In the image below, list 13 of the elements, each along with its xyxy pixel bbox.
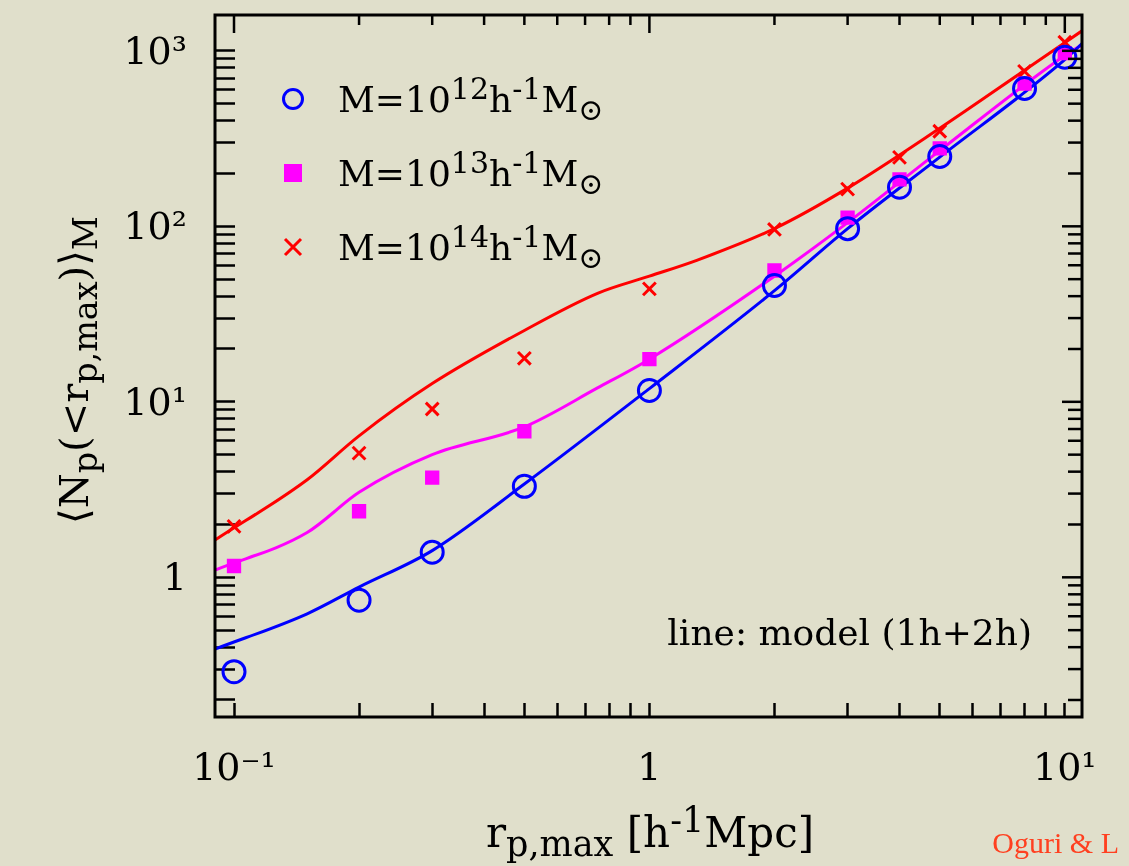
- legend-label: M=10$^{13}$h$^{-1}$M$_{⊙}$: [338, 144, 604, 204]
- annotation: line: model (1h+2h): [667, 612, 1032, 653]
- y-tick-label: 10¹: [123, 379, 187, 424]
- x-tick-label: 1: [637, 745, 662, 789]
- y-tick-label: 10³: [123, 28, 187, 73]
- text: Oguri & L: [992, 826, 1119, 860]
- x-tick-label: 10⁻¹: [192, 745, 276, 789]
- x-tick-label: 10¹: [1033, 745, 1097, 789]
- y-tick-label: 10²: [123, 204, 187, 249]
- legend-label: M=10$^{12}$h$^{-1}$M$_{⊙}$: [338, 70, 604, 130]
- legend-label: M=10$^{14}$h$^{-1}$M$_{⊙}$: [338, 218, 604, 278]
- x-axis-title: r$_{p,max}$ [h$^{-1}$Mpc]: [485, 800, 815, 865]
- y-tick-label: 1: [162, 555, 187, 600]
